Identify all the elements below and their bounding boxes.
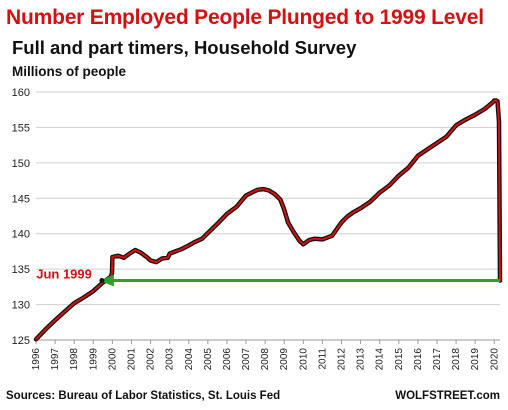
source-note: Sources: Bureau of Labor Statistics, St.… [6,390,281,402]
x-tick-label: 2012 [337,348,348,371]
annotations: Jun 1999 [36,266,114,287]
x-tick-label: 2002 [146,348,157,371]
x-tick-label: 2016 [413,348,424,371]
x-tick-label: 1999 [88,348,99,371]
x-tick-label: 2011 [317,348,328,370]
y-tick-label: 145 [12,193,30,205]
employment-line [35,99,501,341]
y-tick-label: 160 [12,87,30,99]
x-tick-label: 2013 [356,348,367,371]
axes [35,339,500,344]
y-axis-label: Millions of people [12,64,126,79]
x-tick-label: 2006 [222,348,233,371]
x-tick-label: 1996 [31,348,42,371]
x-tick-label: 2008 [260,348,271,371]
x-tick-label: 2019 [470,348,481,371]
x-tick-label: 2001 [126,348,137,371]
brand-label: WOLFSTREET.com [395,390,500,402]
x-tick-label: 2010 [298,348,309,371]
x-tick-label: 2018 [451,348,462,371]
annotation-arrowhead [99,274,114,287]
y-tick-label: 125 [12,335,30,347]
employment-line-shadow [33,98,503,342]
y-tick-label: 140 [12,229,30,241]
x-tick-label: 2017 [432,348,443,371]
x-tick-label: 2009 [279,348,290,371]
x-tick-labels: 1996 1997 1998 1999 2000 2001 2002 2003 2004 2005… [31,348,500,371]
x-tick-label: 2004 [184,348,195,371]
series-group [33,98,503,342]
x-tick-label: 2005 [203,348,214,371]
x-tick-label: 1998 [69,348,80,371]
annotation-label: Jun 1999 [36,266,92,281]
chart-title: Number Employed People Plunged to 1999 L… [6,6,484,29]
x-tick-label: 2003 [165,348,176,371]
y-tick-label: 130 [12,300,30,312]
y-tick-label: 155 [12,122,30,134]
x-tick-label: 2020 [489,348,500,371]
grid-lines [36,91,500,341]
y-tick-label: 150 [12,158,30,170]
x-tick-label: 2014 [375,348,386,371]
chart-subtitle: Full and part timers, Household Survey [12,37,357,58]
x-tick-label: 2007 [241,348,252,371]
annotation-point [99,277,105,283]
x-tick-label: 2000 [107,348,118,371]
y-tick-label: 135 [12,264,30,276]
x-tick-label: 2015 [394,348,405,371]
y-tick-labels: 125 130 135 140 145 150 155 160 [12,87,30,347]
x-tick-label: 1997 [50,348,61,371]
